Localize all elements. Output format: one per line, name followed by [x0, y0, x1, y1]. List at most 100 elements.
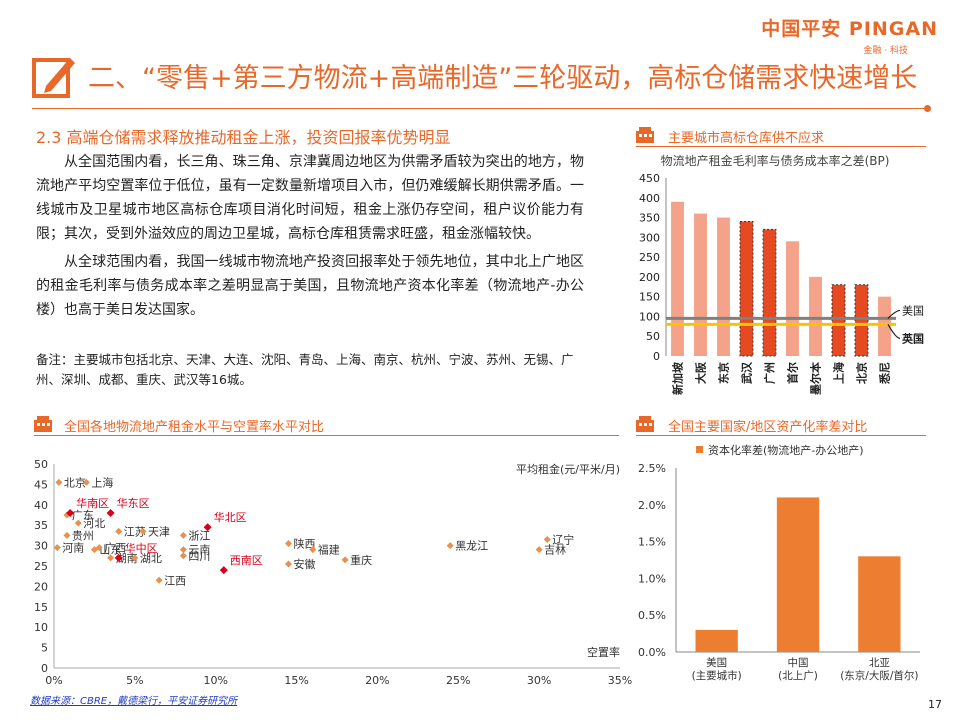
- bar: [831, 284, 846, 357]
- point-label: 安徽: [293, 557, 315, 571]
- brand-logo: 中国平安 PINGAN 金融 · 科技: [761, 14, 938, 56]
- x-tick-label: 北京: [855, 362, 869, 384]
- rent-vacancy-scatter: 0 5 10 15 20 25 30 35 40 45 50 0% 5% 10% 15% 20% 25% 30% 3…: [34, 458, 632, 687]
- y-tick-label: 450: [639, 172, 660, 185]
- scatter-point: [179, 552, 187, 560]
- point-label: 湖北: [140, 552, 162, 565]
- region-point: [203, 523, 212, 532]
- x-tick-label: 武汉: [740, 361, 754, 384]
- x-tick-label: 广州: [763, 362, 777, 384]
- x-tick-label: 墨尔本: [809, 362, 823, 395]
- scatter-point: [543, 535, 551, 543]
- region-point: [219, 566, 228, 575]
- paragraph-1: 从全国范围内看，长三角、珠三角、京津冀周边地区为供需矛盾较为突出的地方，物流地产…: [36, 154, 584, 242]
- page-title: 二、“零售+第三方物流+高端制造”三轮驱动，高标仓储需求快速增长: [88, 63, 918, 94]
- y-tick-label: 45: [34, 478, 48, 491]
- x-tick-label: 5%: [126, 674, 143, 687]
- x-tick-label: 北亚: [869, 657, 890, 669]
- y-tick-label: 0: [41, 662, 48, 675]
- scatter-point: [115, 527, 123, 535]
- x-tick-label: 悉尼: [878, 362, 892, 385]
- pencil-icon: [32, 58, 75, 98]
- y-tick-label: 150: [639, 291, 660, 304]
- page-number: 17: [928, 698, 942, 711]
- scatter-point: [535, 546, 543, 554]
- title-divider: [32, 108, 928, 109]
- x-tick-label: 新加坡: [671, 361, 685, 395]
- point-label: 福建: [318, 543, 340, 557]
- y-axis-label: 平均租金(元/平米/月): [516, 462, 620, 476]
- x-axis-label: 空置率: [587, 645, 620, 659]
- y-tick-label: 250: [639, 251, 660, 264]
- scatter-point: [107, 554, 115, 562]
- panel-title-scatter: 全国各地物流地产租金水平与空置率水平对比: [64, 420, 325, 435]
- scatter-point: [309, 546, 317, 554]
- region-label: 华南区: [76, 496, 109, 510]
- note-text: 备注：主要城市包括北京、天津、大连、沈阳、青岛、上海、南京、杭州、宁波、苏州、无…: [36, 352, 574, 387]
- bar: [695, 629, 738, 652]
- x-tick-label: (东京/大阪/首尔): [840, 669, 918, 682]
- paragraph-2: 从全球范围内看，我国一线城市物流地产投资回报率处于领先地位，其中北上广地区的租金…: [36, 254, 584, 318]
- bar: [739, 221, 754, 357]
- scatter-point: [90, 546, 98, 554]
- y-tick-label: 35: [34, 519, 48, 532]
- scatter-point: [179, 531, 187, 539]
- data-source: 数据来源：CBRE，戴德梁行，平安证券研究所: [30, 696, 238, 707]
- scatter-point: [284, 560, 292, 568]
- y-tick-label: 5: [41, 642, 48, 655]
- y-tick-label: 0.5%: [638, 609, 666, 622]
- scatter-point: [82, 478, 90, 486]
- point-label: 山东: [99, 544, 121, 557]
- point-label: 云南: [188, 544, 210, 557]
- x-tick-label: 大阪: [694, 361, 708, 384]
- legend-label: 资本化率差(物流地产-办公地产): [708, 443, 864, 457]
- callout-line: [887, 309, 901, 319]
- reference-label: 美国: [902, 304, 924, 317]
- region-label: 华东区: [117, 496, 150, 510]
- point-label: 河北: [83, 517, 105, 530]
- x-tick-label: 35%: [608, 674, 632, 687]
- y-tick-label: 30: [34, 540, 48, 553]
- point-label: 辽宁: [552, 532, 574, 546]
- point-label: 北京: [64, 475, 86, 489]
- x-tick-label: 首尔: [786, 362, 800, 384]
- section-title: 2.3 高端仓储需求释放推动租金上涨，投资回报率优势明显: [36, 128, 451, 147]
- scatter-point: [95, 544, 103, 552]
- bar: [762, 228, 777, 357]
- x-tick-label: 25%: [446, 674, 470, 687]
- point-label: 上海: [91, 475, 113, 489]
- building-icon: [636, 416, 654, 432]
- panel-title-caprate: 全国主要国家/地区资产化率差对比: [668, 420, 868, 435]
- y-tick-label: 300: [639, 231, 660, 244]
- building-icon: [34, 416, 52, 432]
- y-tick-label: 50: [646, 330, 660, 343]
- region-label: 华中区: [125, 541, 158, 555]
- scatter-point: [139, 527, 147, 535]
- point-label: 广西: [104, 542, 126, 555]
- panel-divider: [636, 146, 926, 147]
- point-label: 重庆: [350, 553, 372, 567]
- region-label: 华北区: [214, 510, 247, 524]
- bar: [786, 241, 799, 356]
- x-tick-label: (主要城市): [692, 669, 742, 682]
- bar: [694, 213, 707, 356]
- x-tick-label: 15%: [284, 674, 308, 687]
- brand-name: 中国平安 PINGAN: [761, 18, 938, 40]
- point-label: 湖南: [116, 552, 138, 565]
- scatter-point: [63, 531, 71, 539]
- brand-tagline: 金融 · 科技: [863, 46, 908, 56]
- panel-divider: [636, 435, 926, 436]
- point-label: 河南: [62, 542, 84, 555]
- y-tick-label: 1.5%: [638, 536, 666, 549]
- building-icon: [636, 127, 654, 143]
- scatter-point: [55, 478, 63, 486]
- point-label: 浙江: [188, 529, 210, 542]
- point-label: 黑龙江: [455, 540, 488, 553]
- scatter-point: [53, 544, 61, 552]
- bar: [854, 284, 869, 357]
- title-divider-dot: [924, 105, 931, 112]
- x-tick-label: 中国: [788, 656, 809, 669]
- bar: [858, 556, 901, 652]
- y-tick-label: 2.5%: [638, 462, 666, 475]
- point-label: 贵州: [72, 529, 94, 542]
